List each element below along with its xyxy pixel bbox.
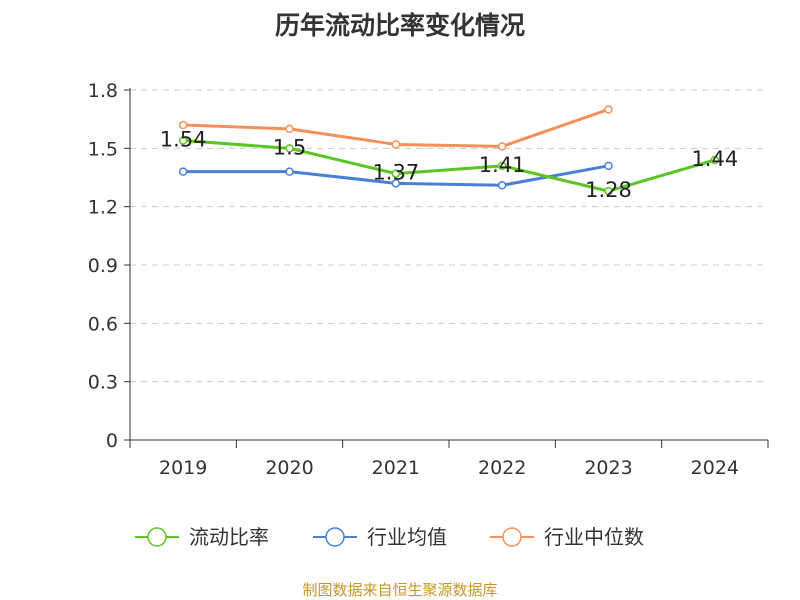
y-tick-label: 0.9 xyxy=(88,255,118,277)
data-point xyxy=(178,136,188,145)
y-tick-label: 0.6 xyxy=(88,313,118,335)
series-line xyxy=(183,139,716,193)
chart-title: 历年流动比率变化情况 xyxy=(274,11,525,40)
data-label: 1.54 xyxy=(160,128,207,152)
data-label: 1.5 xyxy=(273,135,306,159)
data-point xyxy=(178,167,188,176)
data-point xyxy=(285,167,294,176)
data-point xyxy=(391,169,401,178)
data-point xyxy=(178,120,188,130)
x-tick-label: 2019 xyxy=(159,457,207,479)
legend-label: 流动比率 xyxy=(189,525,269,549)
data-point xyxy=(497,181,507,190)
legend-label: 行业均值 xyxy=(367,525,447,549)
data-label: 1.28 xyxy=(585,178,632,202)
data-point xyxy=(604,161,613,171)
y-tick-label: 0 xyxy=(106,430,118,452)
y-tick-label: 1.8 xyxy=(88,80,118,102)
data-point xyxy=(497,142,507,151)
x-tick-label: 2024 xyxy=(691,457,739,479)
legend-marker xyxy=(325,527,345,547)
data-label: 1.44 xyxy=(691,147,738,171)
data-point xyxy=(710,155,720,165)
x-tick-label: 2020 xyxy=(265,457,313,479)
data-labels: 1.54 1.5 1.37 1.41 1.28 1.44 xyxy=(160,128,738,203)
x-tick-label: 2023 xyxy=(584,457,632,479)
y-tick-label: 0.3 xyxy=(88,372,118,394)
x-tick-label: 2021 xyxy=(372,457,420,479)
data-point xyxy=(604,186,613,196)
data-point xyxy=(604,105,613,114)
axes: 0 0.3 0.6 0.9 1.2 1.5 1.8 2019 2020 2021 2022 2023 2… xyxy=(88,80,769,479)
data-point xyxy=(391,140,401,149)
legend: 流动比率 行业均值 行业中位数 xyxy=(135,525,644,549)
data-point xyxy=(497,161,507,171)
data-label: 1.37 xyxy=(372,161,419,185)
data-point xyxy=(285,144,294,153)
y-tick-label: 1.2 xyxy=(88,197,118,219)
series-lines xyxy=(178,105,720,196)
data-point xyxy=(285,124,294,134)
legend-label: 行业中位数 xyxy=(544,525,644,549)
data-label: 1.41 xyxy=(479,153,526,177)
legend-marker xyxy=(147,527,167,547)
y-tick-label: 1.5 xyxy=(88,138,118,160)
data-point xyxy=(391,179,401,188)
source-footer: 制图数据来自恒生聚源数据库 xyxy=(302,581,498,599)
legend-marker xyxy=(502,527,522,547)
x-tick-label: 2022 xyxy=(478,457,526,479)
grid-lines xyxy=(130,89,768,383)
